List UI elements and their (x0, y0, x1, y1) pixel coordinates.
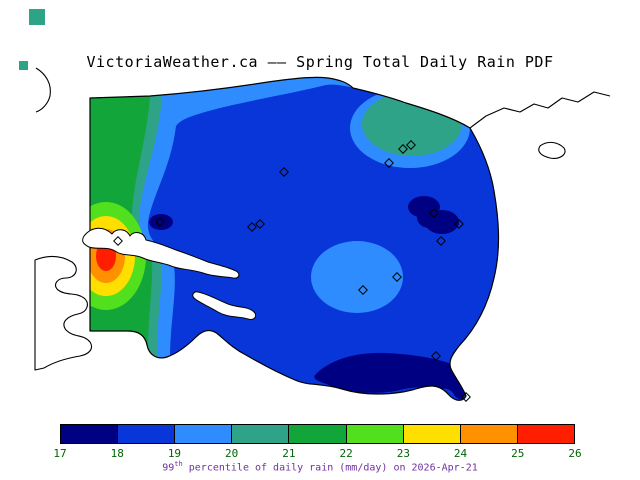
inset-square-small (19, 61, 28, 70)
colorbar-segment (289, 425, 347, 443)
colorbar (60, 424, 575, 444)
caption-superscript: th (174, 460, 183, 468)
coastline-decorations (19, 9, 611, 371)
inset-square-large (29, 9, 45, 25)
colorbar-segment (232, 425, 290, 443)
plot-title: VictoriaWeather.ca —— Spring Total Daily… (86, 53, 554, 71)
station-marker (279, 167, 289, 177)
colorbar-segment (517, 425, 574, 443)
colorbar-segment (460, 425, 518, 443)
colorbar-segment (61, 425, 119, 443)
offshore-island (538, 141, 566, 159)
colorbar-caption: 99th percentile of daily rain (mm/day) o… (0, 460, 640, 473)
station-marker (247, 222, 257, 232)
station-marker (436, 236, 446, 246)
region-coastline (89, 76, 500, 401)
station-markers (113, 140, 471, 402)
colorbar-tick-label: 24 (453, 447, 468, 460)
southwest-landmass (34, 255, 93, 371)
colorbar-segment (118, 425, 176, 443)
station-marker (398, 144, 408, 154)
colorbar-tick-label: 21 (282, 447, 296, 460)
northeast-teal-patch (362, 92, 462, 156)
colorbar-tick-label: 19 (167, 447, 182, 460)
colorbar-tick-label: 26 (568, 447, 582, 460)
colorbar-tick-label: 22 (339, 447, 353, 460)
harbour-channel (192, 291, 257, 320)
northeast-coastline (469, 91, 611, 129)
station-marker (429, 208, 439, 218)
station-marker (461, 392, 471, 402)
station-marker (384, 158, 394, 168)
colorbar-segment (346, 425, 404, 443)
station-marker (431, 351, 441, 361)
mainland-coast-arc (35, 67, 51, 113)
colorbar-tick-label: 18 (110, 447, 124, 460)
contour-band-18-19 (147, 84, 499, 401)
station-marker (358, 285, 368, 295)
colorbar-tick-label: 17 (53, 447, 67, 460)
colorbar-segment (403, 425, 461, 443)
station-marker (155, 217, 165, 227)
station-marker (454, 219, 464, 229)
station-marker (255, 219, 265, 229)
colorbar-tick-label: 23 (396, 447, 410, 460)
navy-minimum-east-c (425, 210, 459, 234)
colorbar-tick-label: 20 (225, 447, 239, 460)
navy-minimum-west (149, 214, 173, 230)
central-light-blue-pocket (311, 241, 403, 313)
caption-rest: percentile of daily rain (mm/day) on 202… (182, 462, 478, 474)
colorbar-ticks: 17 18 19 20 21 22 23 24 25 26 (0, 447, 640, 461)
station-marker (392, 272, 402, 282)
colorbar-segment (175, 425, 233, 443)
contour-layers (90, 77, 499, 401)
colorbar-tick-label: 25 (511, 447, 525, 460)
caption-base: 99 (162, 462, 175, 474)
station-marker (406, 140, 416, 150)
station-marker (113, 236, 123, 246)
